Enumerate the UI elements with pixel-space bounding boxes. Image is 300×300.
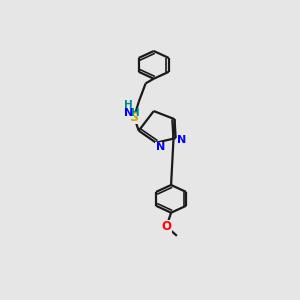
Text: N: N (124, 108, 134, 118)
Text: H: H (124, 100, 132, 110)
Text: N: N (156, 142, 165, 152)
Text: O: O (161, 220, 172, 233)
Text: S: S (130, 111, 139, 124)
Text: N: N (177, 135, 187, 146)
Text: H: H (131, 108, 140, 118)
